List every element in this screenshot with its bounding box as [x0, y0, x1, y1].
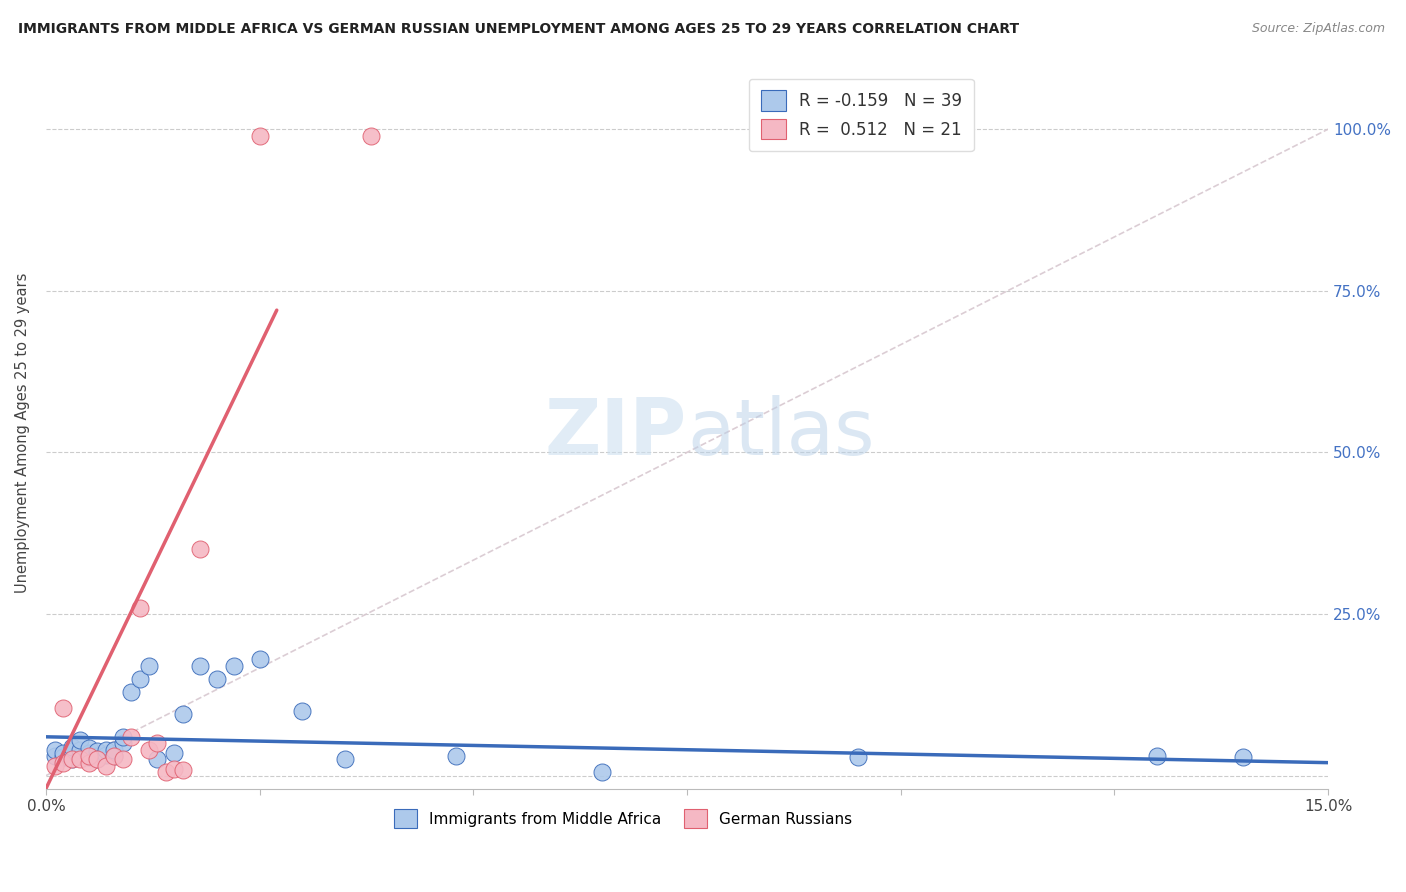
- Point: [77, 756, 100, 770]
- Point: [163, 762, 186, 776]
- Point: [103, 743, 125, 757]
- Point: [222, 658, 245, 673]
- Point: [129, 672, 152, 686]
- Point: [69, 749, 91, 764]
- Point: [1232, 750, 1254, 764]
- Point: [60, 752, 83, 766]
- Point: [77, 741, 100, 756]
- Y-axis label: Unemployment Among Ages 25 to 29 years: Unemployment Among Ages 25 to 29 years: [15, 273, 30, 593]
- Point: [44, 749, 66, 764]
- Point: [138, 743, 160, 757]
- Point: [146, 752, 169, 766]
- Point: [86, 752, 108, 766]
- Point: [291, 704, 314, 718]
- Point: [86, 752, 108, 766]
- Point: [77, 750, 100, 764]
- Point: [69, 733, 91, 747]
- Point: [155, 765, 177, 780]
- Point: [94, 759, 117, 773]
- Point: [77, 749, 100, 764]
- Point: [60, 739, 83, 754]
- Point: [333, 752, 356, 766]
- Point: [103, 749, 125, 764]
- Point: [60, 752, 83, 766]
- Point: [446, 749, 468, 764]
- Point: [249, 128, 271, 143]
- Point: [52, 746, 75, 760]
- Point: [138, 658, 160, 673]
- Point: [120, 684, 142, 698]
- Point: [69, 743, 91, 757]
- Point: [77, 746, 100, 760]
- Point: [94, 747, 117, 762]
- Point: [249, 652, 271, 666]
- Point: [1146, 749, 1168, 764]
- Point: [172, 707, 194, 722]
- Point: [188, 542, 211, 557]
- Point: [86, 744, 108, 758]
- Point: [111, 736, 134, 750]
- Point: [69, 752, 91, 766]
- Point: [846, 750, 869, 764]
- Point: [146, 736, 169, 750]
- Point: [44, 759, 66, 773]
- Point: [120, 730, 142, 744]
- Text: ZIP: ZIP: [544, 395, 688, 471]
- Text: atlas: atlas: [688, 395, 875, 471]
- Point: [60, 744, 83, 758]
- Point: [172, 764, 194, 778]
- Point: [111, 752, 134, 766]
- Point: [129, 600, 152, 615]
- Text: Source: ZipAtlas.com: Source: ZipAtlas.com: [1251, 22, 1385, 36]
- Point: [94, 743, 117, 757]
- Point: [52, 750, 75, 764]
- Point: [360, 128, 382, 143]
- Point: [205, 672, 228, 686]
- Point: [591, 765, 613, 780]
- Point: [163, 746, 186, 760]
- Legend: Immigrants from Middle Africa, German Russians: Immigrants from Middle Africa, German Ru…: [388, 804, 858, 834]
- Point: [103, 749, 125, 764]
- Point: [52, 700, 75, 714]
- Point: [111, 730, 134, 744]
- Point: [52, 756, 75, 770]
- Point: [44, 743, 66, 757]
- Point: [188, 658, 211, 673]
- Text: IMMIGRANTS FROM MIDDLE AFRICA VS GERMAN RUSSIAN UNEMPLOYMENT AMONG AGES 25 TO 29: IMMIGRANTS FROM MIDDLE AFRICA VS GERMAN …: [18, 22, 1019, 37]
- Point: [86, 749, 108, 764]
